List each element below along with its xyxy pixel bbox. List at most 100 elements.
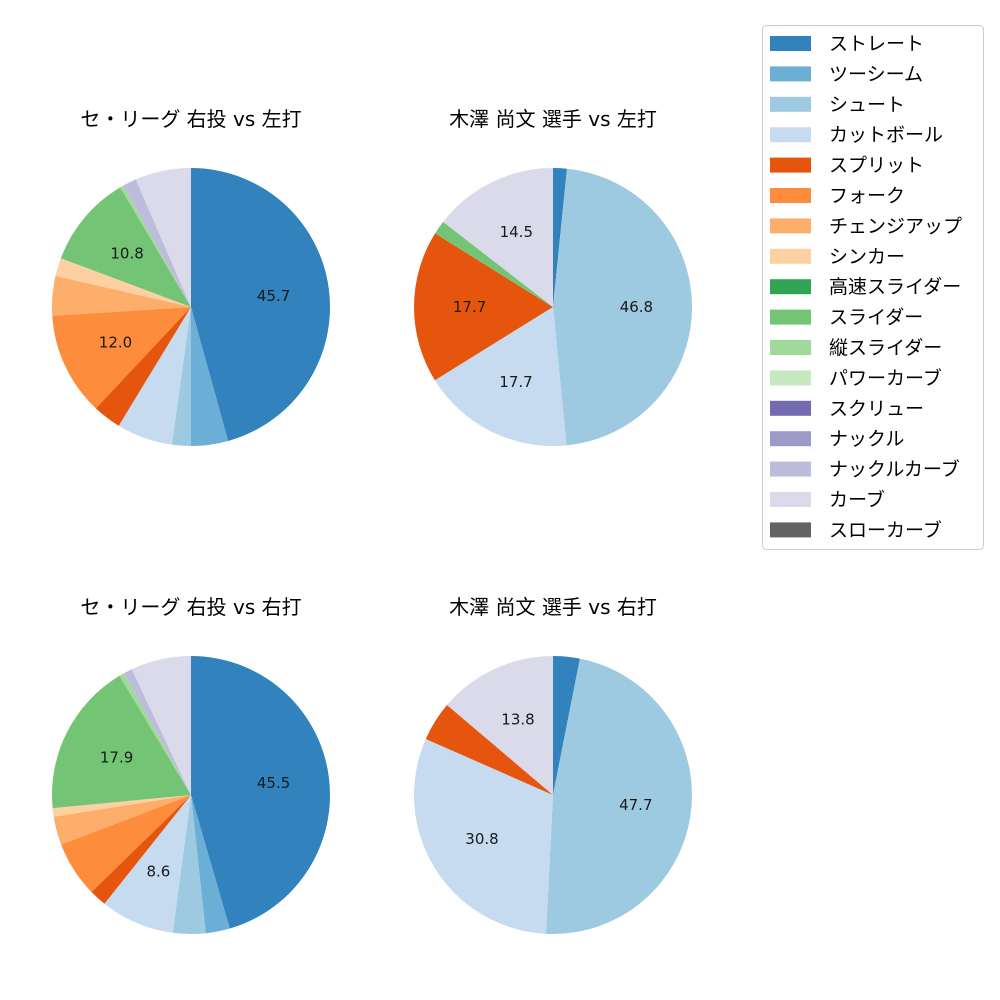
pie-slice bbox=[53, 795, 192, 845]
pie-slice bbox=[546, 658, 692, 934]
legend-item: ナックル bbox=[770, 428, 904, 450]
legend-swatch bbox=[770, 188, 811, 203]
pie-slice bbox=[434, 307, 567, 446]
pie-slice bbox=[60, 187, 191, 307]
pie-slice bbox=[191, 795, 230, 934]
pie-slice bbox=[414, 739, 553, 934]
pie-chart-4: 木澤 尚文 選手 vs 右打 47.7 30.8 13.8 bbox=[414, 595, 692, 934]
legend-frame bbox=[762, 25, 984, 550]
legend: ストレートツーシームシュートカットボールスプリットフォークチェンジアップシンカー… bbox=[762, 25, 984, 550]
chart-title: セ・リーグ 右投 vs 左打 bbox=[80, 107, 301, 131]
slice-value-label: 45.7 bbox=[257, 287, 290, 305]
legend-label: チェンジアップ bbox=[829, 215, 962, 237]
slice-value-label: 45.5 bbox=[257, 774, 290, 792]
pie-slice bbox=[119, 673, 191, 795]
legend-label: スライダー bbox=[829, 307, 923, 329]
legend-label: ナックルカーブ bbox=[829, 458, 960, 481]
pie-slice bbox=[191, 307, 229, 446]
legend-label: パワーカーブ bbox=[829, 366, 942, 389]
legend-item: カットボール bbox=[770, 124, 943, 146]
pie-slice bbox=[414, 233, 553, 381]
legend-item: スプリット bbox=[770, 155, 924, 177]
legend-label: スクリュー bbox=[829, 398, 924, 420]
legend-item: フォーク bbox=[770, 185, 905, 207]
pie-chart-3: セ・リーグ 右投 vs 右打 45.5 8.6 17.9 bbox=[52, 595, 330, 935]
pie-slice bbox=[95, 307, 191, 426]
legend-item: カーブ bbox=[770, 488, 885, 511]
pie-slice bbox=[124, 669, 191, 795]
pie-slice bbox=[118, 307, 191, 445]
pie-chart-1: セ・リーグ 右投 vs 左打 45.7 12.0 10.8 bbox=[51, 107, 331, 446]
pie-slice bbox=[191, 656, 330, 929]
legend-label: シュート bbox=[829, 94, 905, 116]
legend-label: スローカーブ bbox=[829, 518, 942, 541]
legend-label: 高速スライダー bbox=[829, 276, 961, 298]
legend-swatch bbox=[770, 157, 811, 173]
pie-slice bbox=[172, 795, 206, 935]
slice-value-label: 47.7 bbox=[619, 796, 652, 814]
slice-value-label: 14.5 bbox=[500, 223, 533, 241]
pie-slice bbox=[120, 185, 191, 307]
legend-swatch bbox=[770, 461, 811, 477]
legend-label: ツーシーム bbox=[829, 63, 923, 85]
slice-value-label: 10.8 bbox=[110, 244, 143, 262]
pie-slice bbox=[61, 795, 191, 893]
legend-swatch bbox=[770, 279, 811, 295]
legend-item: シュート bbox=[770, 94, 905, 116]
pie-slice bbox=[135, 168, 191, 307]
legend-swatch bbox=[770, 66, 811, 82]
slice-value-label: 17.9 bbox=[100, 748, 133, 766]
pie-slice bbox=[447, 656, 553, 795]
chart-title: 木澤 尚文 選手 vs 右打 bbox=[449, 595, 657, 619]
chart-title: セ・リーグ 右投 vs 右打 bbox=[80, 595, 301, 619]
legend-item: スローカーブ bbox=[770, 518, 942, 541]
slice-value-label: 30.8 bbox=[465, 830, 498, 848]
legend-item: シンカー bbox=[770, 246, 905, 268]
chart-title: 木澤 尚文 選手 vs 左打 bbox=[449, 107, 657, 131]
legend-item: ストレート bbox=[770, 33, 924, 55]
legend-label: カットボール bbox=[829, 124, 943, 146]
pie-slice bbox=[104, 795, 191, 933]
legend-label: カーブ bbox=[829, 488, 885, 511]
legend-item: ツーシーム bbox=[770, 63, 923, 85]
legend-item: パワーカーブ bbox=[770, 366, 942, 389]
pie-slice bbox=[171, 307, 191, 446]
pie-slice bbox=[51, 275, 191, 316]
legend-swatch bbox=[770, 431, 811, 447]
pie-slice bbox=[553, 168, 693, 446]
legend-swatch bbox=[770, 522, 811, 538]
pie-slice bbox=[435, 221, 553, 307]
pie-slice bbox=[443, 168, 553, 307]
legend-label: ストレート bbox=[829, 33, 924, 55]
legend-label: 縦スライダー bbox=[829, 337, 942, 359]
slice-value-label: 17.7 bbox=[499, 373, 532, 391]
charts-layer: セ・リーグ 右投 vs 左打 45.7 12.0 10.8 木澤 尚文 選手 vs 左打… bbox=[51, 107, 693, 935]
legend-swatch bbox=[770, 96, 811, 112]
slice-value-label: 17.7 bbox=[453, 298, 486, 316]
legend-item: スクリュー bbox=[770, 398, 924, 420]
legend-item: スライダー bbox=[770, 307, 923, 329]
legend-label: スプリット bbox=[829, 155, 924, 177]
legend-swatch bbox=[770, 340, 811, 355]
legend-swatch bbox=[770, 370, 811, 386]
legend-label: シンカー bbox=[829, 246, 905, 268]
pie-slice bbox=[52, 795, 192, 817]
legend-label: ナックル bbox=[829, 428, 904, 450]
pie-slice bbox=[553, 656, 580, 795]
legend-item: 高速スライダー bbox=[770, 276, 961, 298]
slice-value-label: 12.0 bbox=[99, 334, 132, 352]
pie-slice bbox=[425, 705, 553, 795]
legend-swatch bbox=[770, 400, 811, 416]
legend-swatch bbox=[770, 36, 811, 51]
pie-slice bbox=[191, 168, 331, 441]
legend-swatch bbox=[770, 309, 811, 325]
pie-slice bbox=[131, 656, 191, 795]
legend-swatch bbox=[770, 218, 811, 234]
pie-slice bbox=[52, 675, 191, 809]
legend-label: フォーク bbox=[829, 185, 905, 207]
pie-slice bbox=[553, 168, 567, 307]
legend-item: ナックルカーブ bbox=[770, 458, 960, 481]
pie-slice bbox=[52, 307, 191, 409]
legend-item: 縦スライダー bbox=[770, 337, 942, 359]
